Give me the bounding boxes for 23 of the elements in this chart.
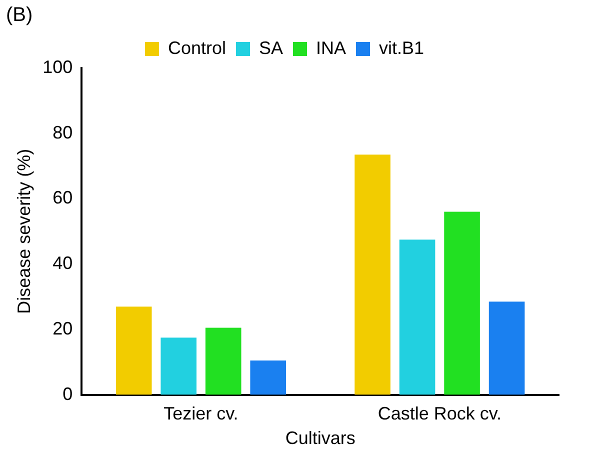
bar (354, 154, 390, 395)
bar (399, 240, 436, 395)
legend-label: Control (168, 38, 226, 58)
bar (160, 338, 196, 395)
chart-title: (B) (6, 4, 33, 27)
y-tick-label: 100 (42, 56, 73, 77)
y-tick-label: 0 (62, 384, 73, 404)
bar (116, 306, 152, 395)
legend-label: INA (316, 38, 346, 58)
x-axis-title: Cultivars (285, 428, 356, 448)
legend-label: vit.B1 (379, 38, 424, 58)
bar (444, 212, 480, 395)
bar (250, 360, 286, 395)
bar (205, 328, 242, 395)
y-tick-label: 20 (52, 318, 73, 338)
legend-label: SA (258, 38, 284, 58)
x-tick-label: Castle Rock cv. (378, 404, 502, 424)
x-tick-label: Tezier cv. (164, 404, 238, 424)
y-tick-label: 60 (52, 188, 73, 208)
y-tick-label: 80 (52, 122, 73, 142)
y-tick-label: 40 (52, 253, 73, 274)
y-axis-title: Disease severity (%) (14, 148, 34, 314)
bar (488, 302, 525, 395)
